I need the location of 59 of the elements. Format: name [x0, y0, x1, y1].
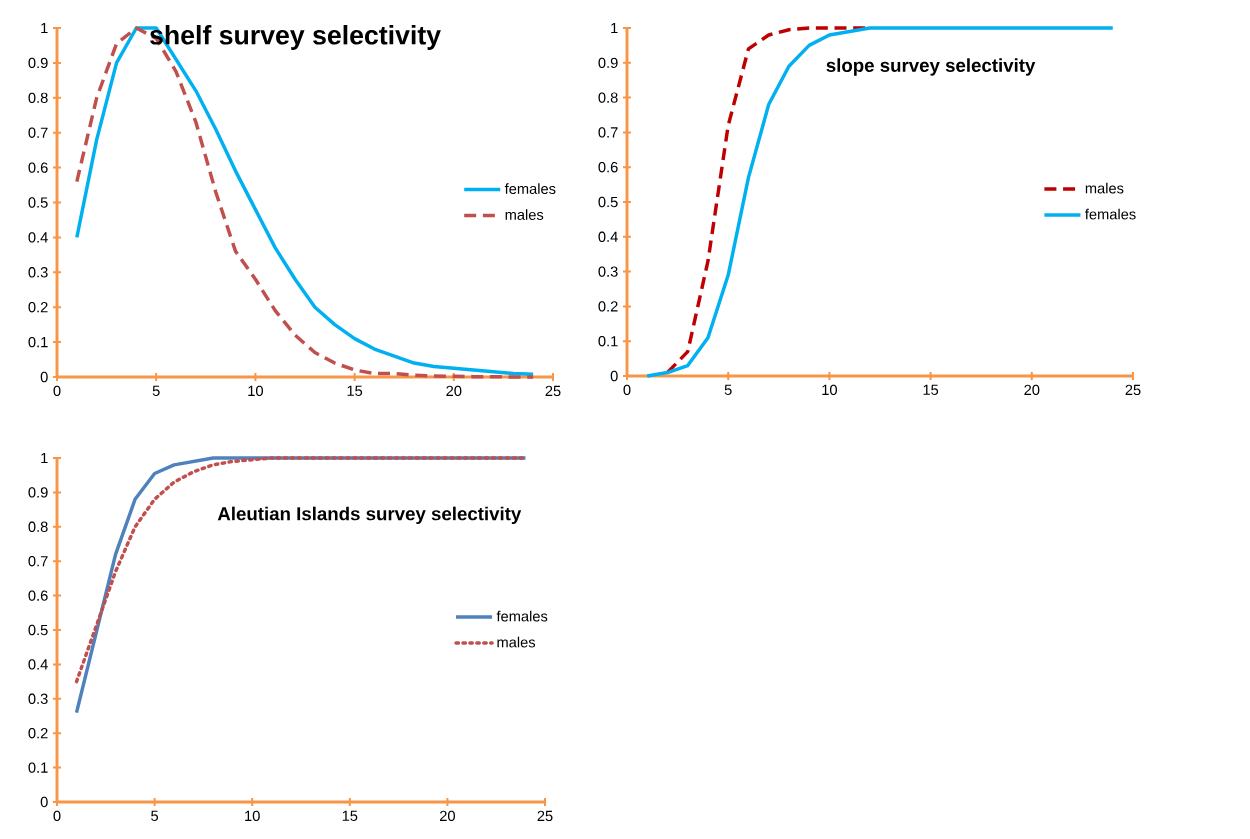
y-tick-label: 1: [611, 22, 618, 34]
x-tick-label: 15: [347, 385, 363, 396]
y-tick-label: 0.5: [28, 624, 48, 636]
x-tick-label: 5: [724, 384, 732, 395]
y-tick-label: 0.6: [598, 162, 618, 173]
x-tick-label: 25: [537, 810, 553, 822]
y-tick-label: 0.1: [598, 336, 618, 347]
x-tick-label: 10: [248, 385, 263, 397]
y-tick-label: 0.8: [28, 521, 48, 532]
x-tick-label: 5: [152, 385, 160, 396]
y-tick-label: 0.5: [598, 196, 618, 208]
y-tick-label: 0.1: [28, 336, 48, 348]
y-tick-label: 0.5: [28, 197, 48, 208]
y-tick-label: 0.6: [28, 162, 48, 173]
y-tick-label: 0.8: [598, 92, 618, 103]
y-tick-label: 0.3: [28, 693, 48, 704]
y-tick-label: 0.7: [598, 127, 618, 138]
y-tick-label: 0: [40, 371, 48, 383]
y-tick-label: 0.9: [28, 487, 48, 498]
text: Aleutian Islands survey selectivity: [217, 506, 522, 525]
legend-label: females: [496, 610, 548, 622]
y-tick-label: 0: [40, 796, 48, 808]
y-tick-label: 0.4: [598, 231, 618, 242]
x-tick-label: 20: [1024, 384, 1040, 396]
y-tick-label: 0.7: [28, 556, 48, 567]
legend-label: females: [504, 183, 556, 194]
x-tick-label: 25: [1125, 384, 1141, 396]
x-tick-label: 10: [822, 384, 837, 396]
y-tick-label: 1: [41, 22, 48, 34]
y-tick-label: 0.7: [28, 127, 48, 138]
x-tick-label: 15: [923, 384, 939, 395]
x-tick-label: 20: [446, 385, 462, 397]
y-tick-label: 0.9: [598, 57, 618, 68]
y-tick-label: 0.4: [28, 232, 48, 243]
y-tick-label: 1: [41, 452, 48, 464]
y-tick-label: 0.6: [28, 590, 48, 601]
y-tick-label: 0.2: [28, 302, 48, 313]
x-tick-label: 15: [342, 810, 358, 821]
text: slope survey selectivity: [826, 58, 1036, 76]
y-tick-label: 0.4: [28, 659, 48, 670]
y-tick-label: 0.2: [598, 301, 618, 312]
legend-label: females: [1085, 208, 1136, 220]
x-tick-label: 10: [245, 810, 260, 822]
x-tick-label: 20: [439, 810, 455, 822]
legend-label: males: [1085, 182, 1124, 194]
y-tick-label: 0.8: [28, 92, 48, 103]
y-tick-label: 0: [610, 370, 618, 382]
legend-label: males: [505, 209, 544, 220]
y-tick-label: 0.1: [28, 762, 48, 773]
y-tick-label: 0.3: [28, 267, 48, 278]
x-tick-label: 0: [53, 810, 61, 822]
y-tick-label: 0.9: [28, 57, 48, 69]
y-tick-label: 0.2: [28, 728, 48, 739]
x-tick-label: 5: [151, 810, 159, 821]
x-tick-label: 0: [53, 385, 61, 397]
x-tick-label: 0: [623, 384, 631, 396]
legend-label: males: [497, 636, 536, 648]
x-tick-label: 25: [545, 385, 561, 397]
y-tick-label: 0.3: [598, 266, 618, 277]
